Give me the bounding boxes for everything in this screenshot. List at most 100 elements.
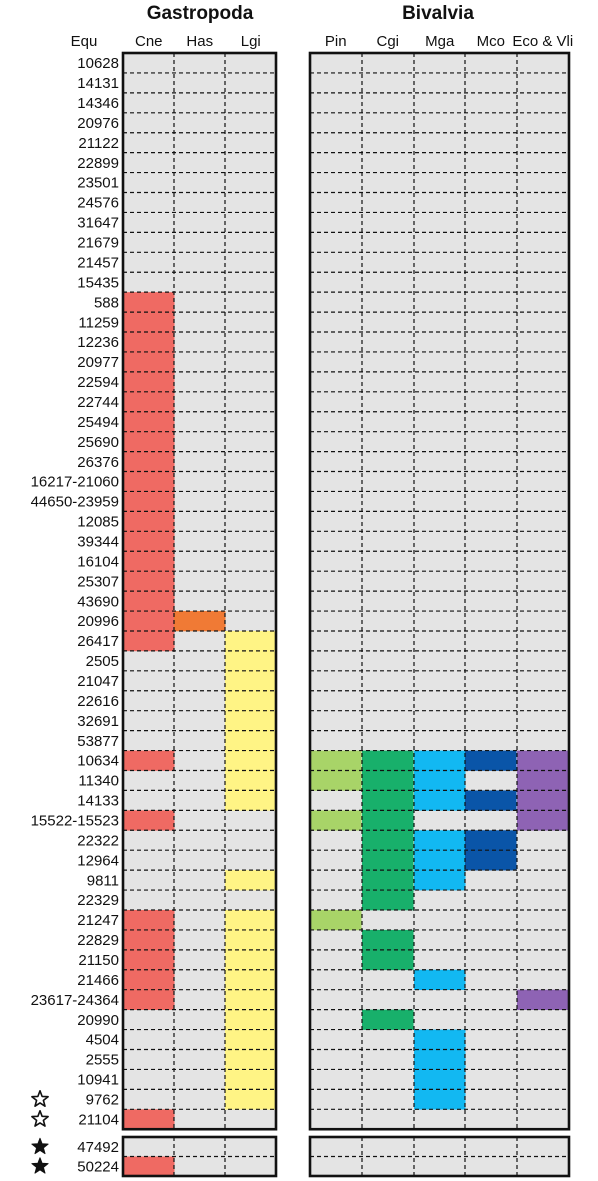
row-label: 26417 bbox=[77, 633, 119, 650]
panel-border-1-extra bbox=[308, 1135, 571, 1178]
heatmap-cell bbox=[225, 969, 277, 991]
row-label: 53877 bbox=[77, 733, 119, 750]
heatmap-cell bbox=[123, 511, 175, 532]
heatmap-cell bbox=[225, 1089, 277, 1110]
heatmap-cell bbox=[310, 770, 362, 791]
row-label: 588 bbox=[94, 294, 119, 311]
row-label: 47492 bbox=[77, 1139, 119, 1156]
panel-border-0-extra bbox=[121, 1135, 278, 1178]
heatmap-cell bbox=[414, 830, 466, 851]
row-label: 15522-15523 bbox=[31, 813, 119, 830]
row-label: 24576 bbox=[77, 195, 119, 212]
outline-star-icon bbox=[31, 1090, 49, 1107]
heatmap-cell bbox=[225, 630, 277, 652]
row-label: 14346 bbox=[77, 95, 119, 112]
heatmap-cell bbox=[225, 690, 277, 711]
row-label: 21104 bbox=[78, 1111, 119, 1128]
row-label: 20990 bbox=[77, 1012, 119, 1029]
row-label: 22594 bbox=[77, 374, 119, 391]
heatmap-cell bbox=[225, 989, 277, 1010]
column-header: Lgi bbox=[241, 33, 261, 50]
row-label: 21047 bbox=[77, 673, 119, 690]
row-label: 22322 bbox=[77, 832, 119, 849]
heatmap-cell bbox=[123, 611, 175, 632]
row-label: 22899 bbox=[77, 155, 119, 172]
row-label: 21122 bbox=[78, 135, 119, 152]
heatmap-cell bbox=[225, 790, 277, 811]
row-label: 10634 bbox=[77, 753, 119, 770]
row-label: 26376 bbox=[77, 454, 119, 471]
row-label: 11340 bbox=[78, 773, 119, 790]
heatmap-cell bbox=[123, 571, 175, 592]
row-label: 12085 bbox=[77, 514, 119, 531]
heatmap-cell bbox=[174, 611, 226, 632]
heatmap-cell bbox=[362, 949, 414, 971]
heatmap-cell bbox=[414, 750, 466, 771]
heatmap-cell bbox=[123, 810, 175, 831]
row-label: 21466 bbox=[77, 972, 119, 989]
heatmap-cell bbox=[123, 411, 175, 432]
row-label: 20996 bbox=[77, 613, 119, 630]
heatmap-cell bbox=[225, 1049, 277, 1070]
row-label: 14131 bbox=[77, 75, 119, 92]
row-label: 32691 bbox=[77, 713, 119, 730]
row-label: 9811 bbox=[87, 872, 119, 889]
group-header-gastropoda: Gastropoda bbox=[147, 3, 254, 24]
heatmap-cell bbox=[362, 770, 414, 791]
heatmap-cell bbox=[225, 670, 277, 692]
column-header: Cne bbox=[135, 33, 163, 50]
heatmap-cell bbox=[517, 770, 569, 791]
row-label: 16104 bbox=[77, 553, 119, 570]
heatmap-cell bbox=[362, 810, 414, 831]
column-header: Pin bbox=[325, 33, 347, 50]
heatmap-cell bbox=[362, 850, 414, 871]
filled-star-icon bbox=[31, 1157, 49, 1174]
row-label: 23617-24364 bbox=[31, 992, 119, 1009]
heatmap-cell bbox=[123, 551, 175, 572]
heatmap-cell bbox=[123, 351, 175, 373]
heatmap-cell bbox=[123, 750, 175, 771]
row-label: 4504 bbox=[86, 1032, 119, 1049]
heatmap-cell bbox=[225, 750, 277, 771]
column-header: Mga bbox=[425, 33, 455, 50]
heatmap-cell bbox=[517, 750, 569, 771]
row-label: 22829 bbox=[77, 932, 119, 949]
heatmap-cell bbox=[123, 929, 175, 951]
heatmap-cell bbox=[123, 332, 175, 353]
heatmap-cell bbox=[123, 491, 175, 512]
row-label: 14133 bbox=[77, 793, 119, 810]
column-header: Has bbox=[186, 33, 213, 50]
row-label: 25690 bbox=[77, 434, 119, 451]
heatmap-cell bbox=[123, 451, 175, 472]
row-label: 9762 bbox=[86, 1092, 119, 1109]
row-label: 22616 bbox=[77, 693, 119, 710]
heatmap-cell bbox=[225, 909, 277, 931]
row-label: 12236 bbox=[77, 334, 119, 351]
heatmap-cell bbox=[123, 531, 175, 552]
row-label: 25494 bbox=[77, 414, 119, 431]
heatmap-cell bbox=[123, 989, 175, 1010]
heatmap-cell bbox=[123, 312, 175, 333]
heatmap-cell bbox=[414, 870, 466, 891]
heatmap-cell bbox=[123, 471, 175, 492]
row-label: 22329 bbox=[77, 892, 119, 909]
heatmap-cell bbox=[414, 1089, 466, 1110]
heatmap-cell bbox=[225, 929, 277, 951]
heatmap-cell bbox=[225, 650, 277, 672]
heatmap-cell bbox=[123, 391, 175, 413]
row-label: 11259 bbox=[78, 314, 119, 331]
heatmap-cell bbox=[465, 750, 517, 771]
row-label: 10628 bbox=[77, 55, 119, 72]
heatmap-cell bbox=[362, 830, 414, 851]
row-label: 23501 bbox=[77, 175, 119, 192]
heatmap-cell bbox=[123, 1109, 175, 1130]
heatmap-cell bbox=[310, 750, 362, 771]
row-label: 43690 bbox=[77, 593, 119, 610]
column-header: Cgi bbox=[376, 33, 399, 50]
heatmap-cell bbox=[414, 790, 466, 811]
heatmap-cell bbox=[123, 1156, 175, 1177]
heatmap-cell bbox=[225, 949, 277, 971]
heatmap-cell bbox=[225, 870, 277, 891]
heatmap-cell bbox=[362, 790, 414, 811]
